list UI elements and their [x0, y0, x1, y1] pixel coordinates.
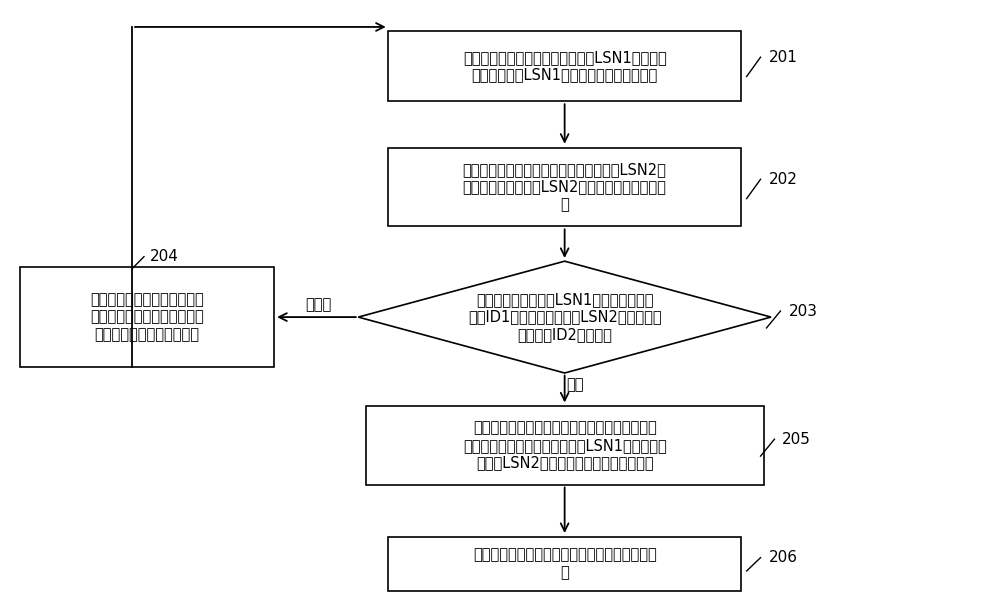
Text: 206: 206 — [769, 550, 798, 565]
Bar — [20, 267, 274, 367]
Text: 201: 201 — [769, 49, 797, 65]
Text: 根据所述日志页数差值进行策略性日志读取和同
步: 根据所述日志页数差值进行策略性日志读取和同 步 — [473, 548, 657, 580]
Text: 205: 205 — [781, 432, 810, 447]
Text: 不相等: 不相等 — [305, 298, 331, 312]
Text: 完成本次待读取日志记录的读
取和同步，并从日志文件中读
取下一个待读取日志记录后: 完成本次待读取日志记录的读 取和同步，并从日志文件中读 取下一个待读取日志记录后 — [90, 292, 204, 342]
Polygon shape — [358, 261, 771, 373]
Text: 相等: 相等 — [566, 378, 583, 392]
Text: 204: 204 — [150, 249, 179, 264]
Bar — [388, 32, 741, 101]
Text: 202: 202 — [769, 172, 797, 187]
Text: 获取源端数据库的当前最大的日志序列号LSN2，
通过所述日志序列号LSN2得到日志文件的写入位
置: 获取源端数据库的当前最大的日志序列号LSN2， 通过所述日志序列号LSN2得到日… — [463, 162, 667, 212]
Text: 基于所述日志文件的读取位置和所述日志文件的
写入位置，得到所述日志序列号LSN1和所述日志
序列号LSN2在日志文件中的日志页数差值: 基于所述日志文件的读取位置和所述日志文件的 写入位置，得到所述日志序列号LSN1… — [463, 420, 667, 470]
Bar — [388, 537, 741, 591]
Bar — [388, 148, 741, 226]
Text: 获取待读取日志记录的日志序列号LSN1，通过所
述日志序列号LSN1得到日志文件的读取位置: 获取待读取日志记录的日志序列号LSN1，通过所 述日志序列号LSN1得到日志文件… — [463, 50, 667, 82]
Bar — [366, 406, 764, 484]
Text: 判断所述日志序列号LSN1对应的日志文件
编号ID1和所述日志序列号LSN2对应的日志
文件编号ID2是否相等: 判断所述日志序列号LSN1对应的日志文件 编号ID1和所述日志序列号LSN2对应… — [468, 292, 661, 342]
Text: 203: 203 — [788, 304, 817, 318]
